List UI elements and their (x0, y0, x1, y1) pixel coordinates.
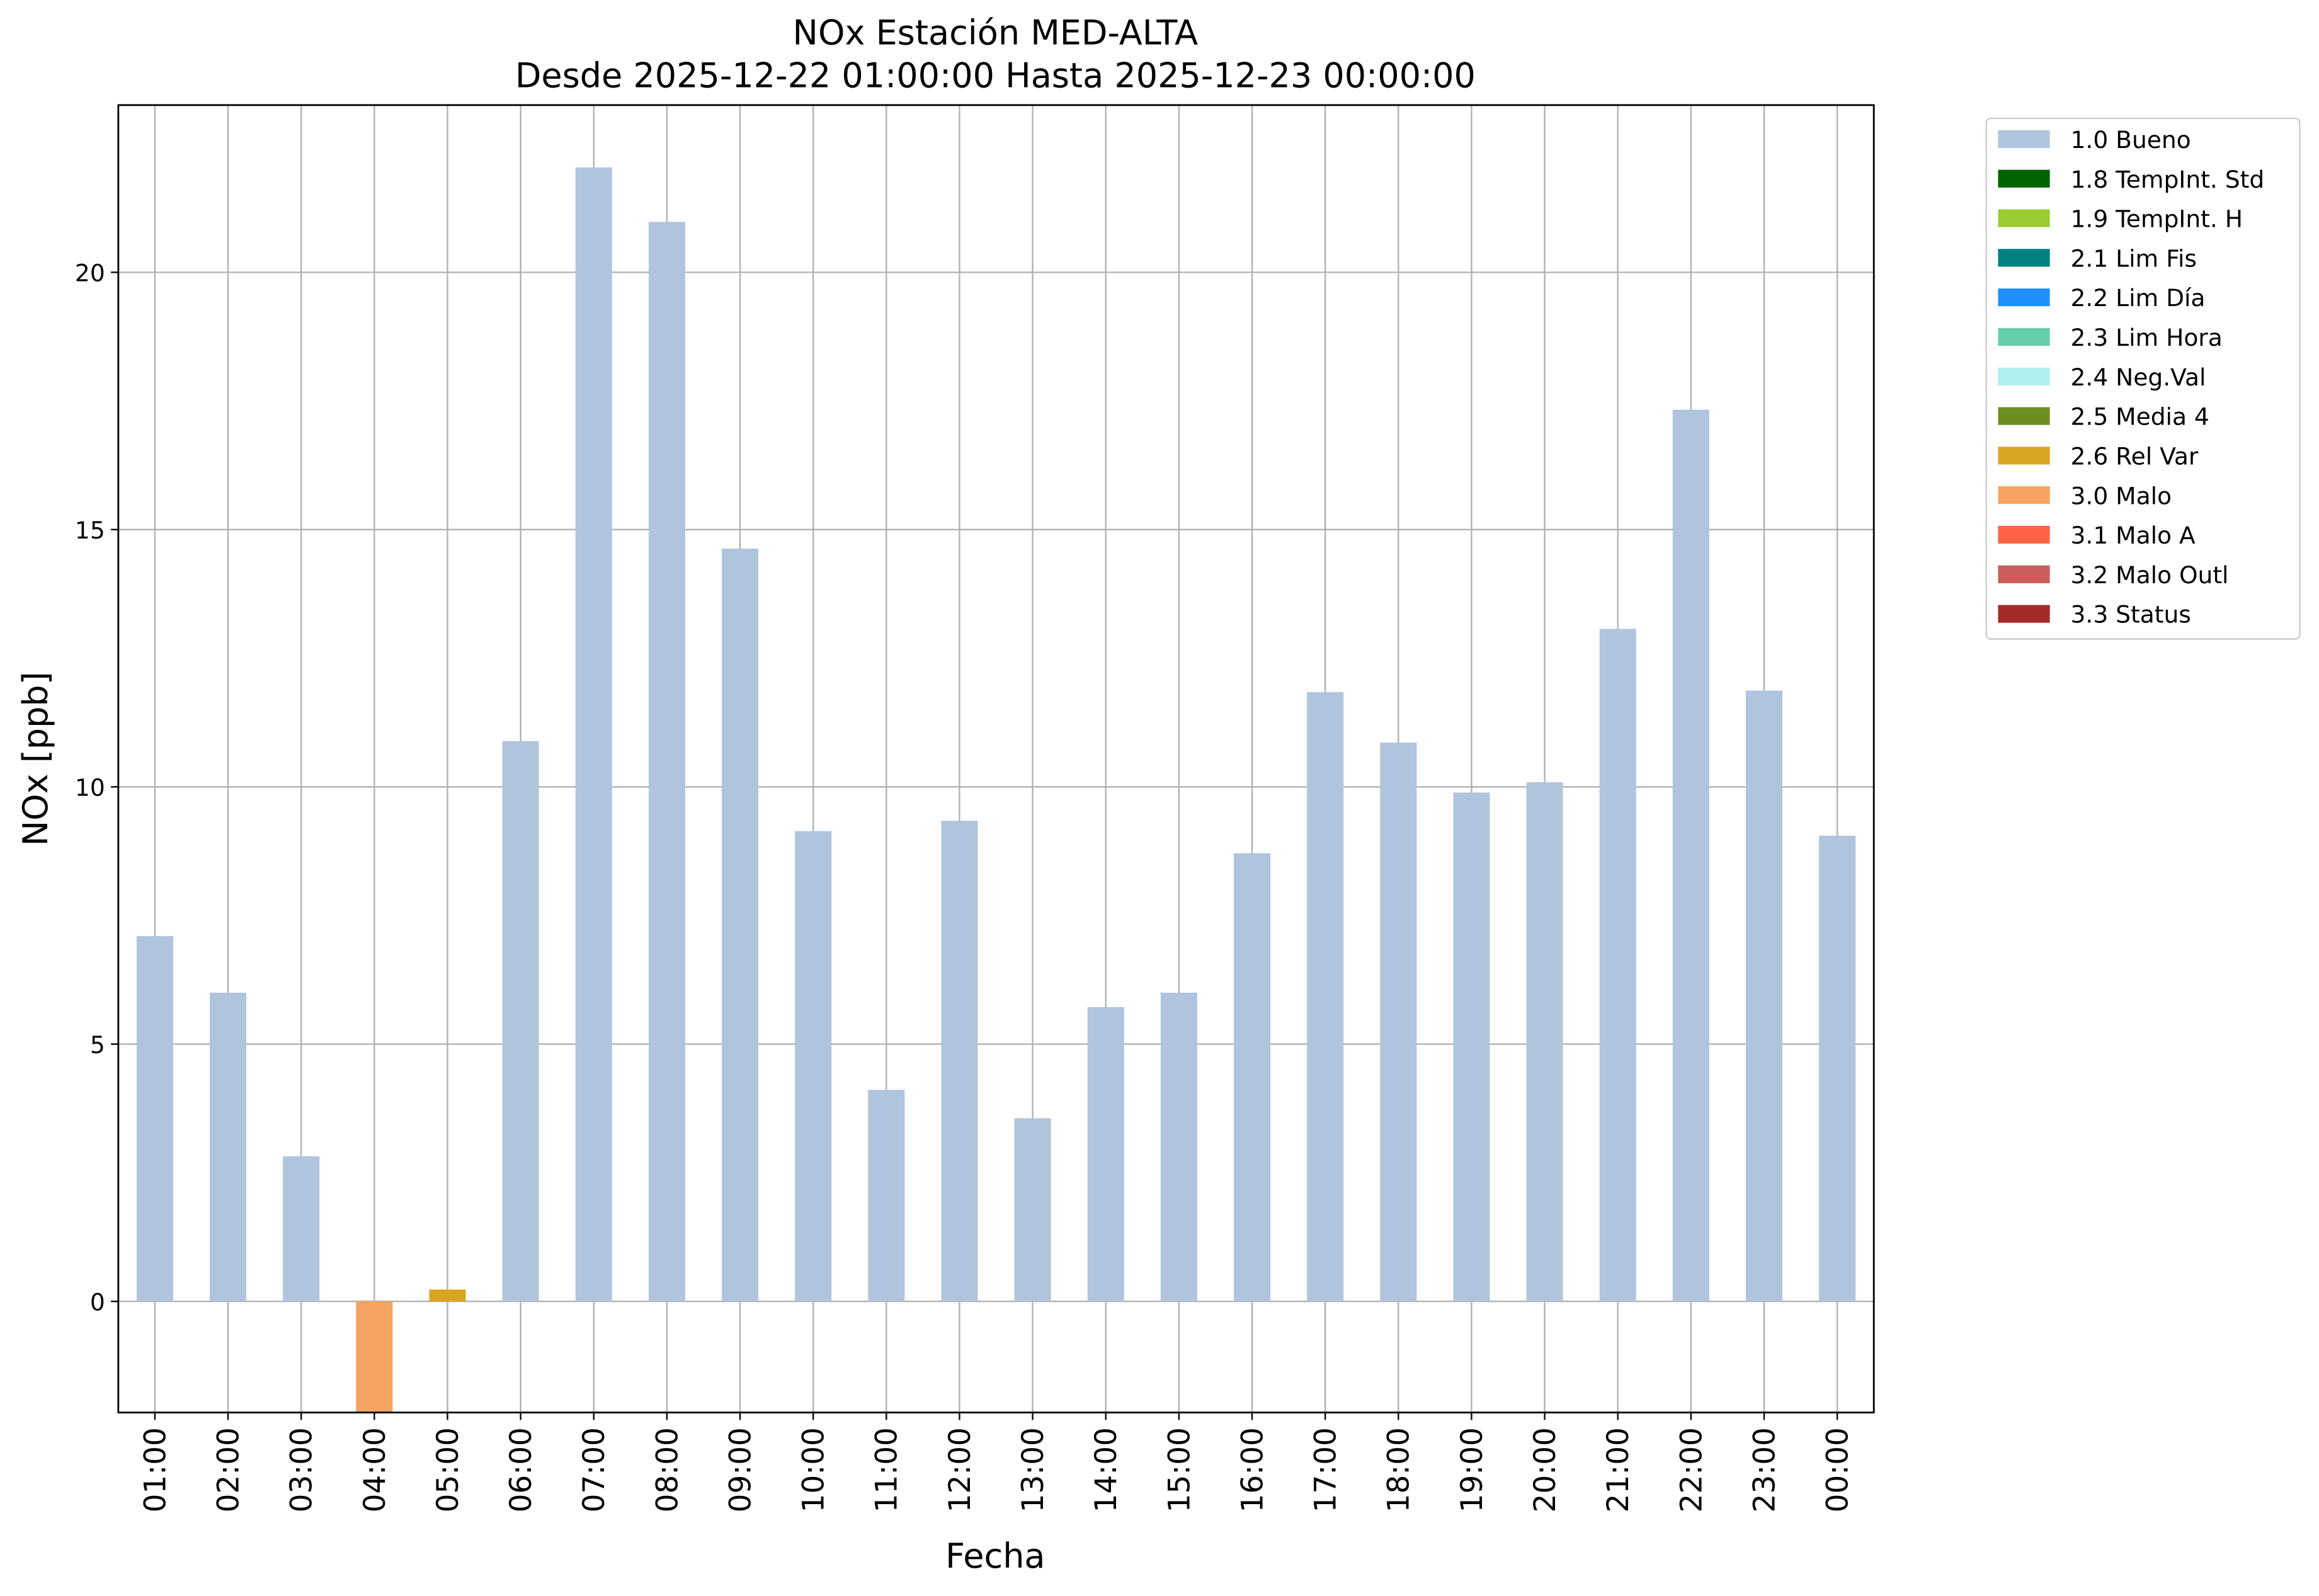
bar (356, 1301, 393, 1413)
y-axis-label: NOx [ppb] (16, 671, 55, 846)
legend-swatch (1998, 605, 2050, 623)
legend-swatch (1998, 447, 2050, 465)
bar (868, 1090, 905, 1302)
x-tick-label: 10:00 (797, 1427, 831, 1512)
bar (941, 821, 978, 1302)
x-tick-label: 18:00 (1382, 1427, 1416, 1512)
x-tick-label: 21:00 (1601, 1427, 1636, 1512)
legend-swatch (1998, 249, 2050, 267)
bar (136, 936, 173, 1302)
x-tick-label: 15:00 (1162, 1427, 1197, 1512)
legend-swatch (1998, 288, 2050, 307)
bar (1819, 835, 1856, 1302)
legend-label: 1.8 TempInt. Std (2071, 166, 2265, 193)
x-tick-label: 04:00 (358, 1427, 392, 1512)
legend-label: 2.2 Lim Día (2071, 284, 2206, 312)
legend-label: 3.2 Malo Outl (2071, 561, 2229, 589)
bar (1380, 743, 1417, 1302)
x-tick-label: 12:00 (943, 1427, 977, 1512)
bar (1526, 782, 1563, 1302)
x-tick-label: 11:00 (870, 1427, 904, 1512)
legend-label: 3.3 Status (2071, 601, 2191, 629)
y-tick-label: 15 (75, 516, 105, 544)
legend-label: 2.3 Lim Hora (2071, 324, 2223, 351)
legend-label: 3.0 Malo (2071, 482, 2172, 510)
bar (1014, 1118, 1051, 1302)
bar (648, 222, 685, 1302)
axes: 0 5 10 15 20 01:00 02:00 03:00 04:00 05:00 06:00 07… (75, 259, 1855, 1512)
legend-swatch (1998, 565, 2050, 583)
y-tick-label: 20 (75, 259, 105, 287)
y-tick-label: 5 (90, 1031, 105, 1059)
bar (283, 1156, 320, 1302)
x-tick-label: 14:00 (1089, 1427, 1124, 1512)
bar (502, 741, 539, 1302)
chart-title: NOx Estación MED-ALTA (793, 13, 1199, 53)
legend-swatch (1998, 328, 2050, 346)
x-tick-label: 03:00 (285, 1427, 319, 1512)
bar (1233, 853, 1271, 1302)
legend: 1.0 Bueno 1.8 TempInt. Std 1.9 TempInt. H 2… (1998, 126, 2264, 629)
legend-label: 1.9 TempInt. H (2071, 205, 2243, 233)
bar (1160, 993, 1197, 1302)
legend-label: 1.0 Bueno (2071, 126, 2191, 154)
x-tick-label: 19:00 (1455, 1427, 1490, 1512)
legend-label: 3.1 Malo A (2071, 522, 2196, 549)
x-tick-label: 23:00 (1747, 1427, 1782, 1512)
bar (1599, 629, 1636, 1302)
legend-frame (1985, 117, 2301, 640)
x-tick-label: 06:00 (504, 1427, 538, 1512)
x-tick-label: 13:00 (1016, 1427, 1051, 1512)
bars (136, 167, 1856, 1413)
legend-swatch (1998, 486, 2050, 504)
x-tick-label: 16:00 (1235, 1427, 1270, 1512)
legend-swatch (1998, 130, 2050, 148)
x-tick-label: 17:00 (1309, 1427, 1343, 1512)
bar (429, 1289, 466, 1302)
x-axis-label: Fecha (945, 1536, 1045, 1576)
x-tick-label: 02:00 (212, 1427, 246, 1512)
legend-label: 2.1 Lim Fis (2071, 244, 2197, 272)
legend-label: 2.4 Neg.Val (2071, 363, 2206, 391)
bar (1307, 692, 1344, 1302)
legend-label: 2.6 Rel Var (2071, 442, 2199, 470)
x-tick-label: 05:00 (431, 1427, 465, 1512)
chart-subtitle: Desde 2025-12-22 01:00:00 Hasta 2025-12-… (515, 56, 1476, 96)
legend-swatch (1998, 367, 2050, 385)
x-tick-label: 01:00 (138, 1427, 173, 1512)
legend-swatch (1998, 209, 2050, 227)
bar (210, 993, 247, 1302)
x-tick-label: 00:00 (1821, 1427, 1855, 1512)
x-tick-label: 09:00 (723, 1427, 758, 1512)
y-tick-label: 0 (90, 1288, 105, 1316)
legend-swatch (1998, 169, 2050, 188)
bar (1453, 792, 1490, 1302)
bar (575, 167, 612, 1302)
bar (1672, 409, 1709, 1302)
legend-swatch (1998, 407, 2050, 425)
y-tick-label: 10 (75, 773, 105, 801)
x-tick-label: 22:00 (1674, 1427, 1709, 1512)
legend-label: 2.5 Media 4 (2071, 403, 2209, 431)
legend-swatch (1998, 525, 2050, 544)
plot-frame (117, 104, 1875, 1414)
bar (1745, 690, 1783, 1302)
x-tick-label: 20:00 (1528, 1427, 1563, 1512)
x-tick-label: 08:00 (650, 1427, 685, 1512)
bar (1087, 1006, 1124, 1302)
x-tick-label: 07:00 (577, 1427, 612, 1512)
bar (795, 831, 832, 1302)
bar (722, 549, 759, 1302)
